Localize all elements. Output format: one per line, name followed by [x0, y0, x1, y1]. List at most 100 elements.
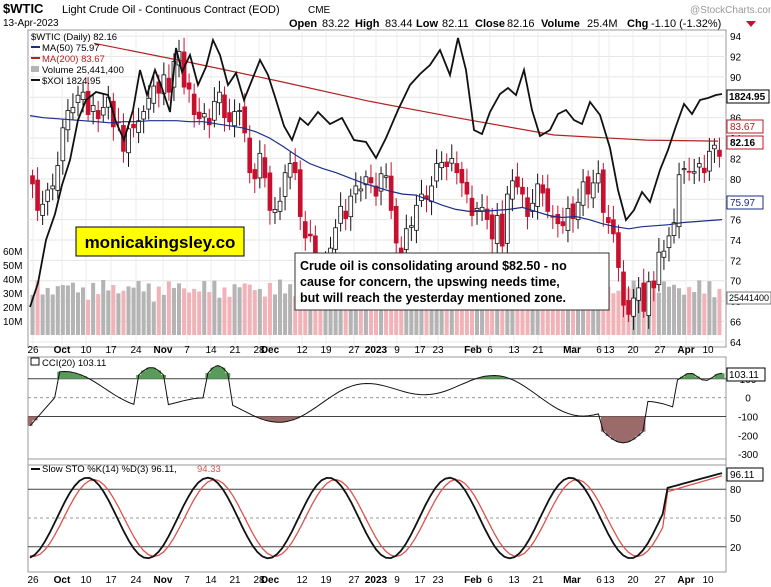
instrument-name: Light Crude Oil - Continuous Contract (E… [62, 4, 280, 16]
volume-bar [121, 290, 126, 335]
volume-bar [207, 292, 212, 335]
candle-body [373, 185, 379, 197]
date-label: 13-Apr-2023 [3, 18, 59, 29]
volume-bar [651, 285, 656, 335]
volume-bar [91, 282, 96, 335]
volume-bar [560, 286, 565, 335]
candle-body [80, 91, 86, 100]
volume-bar [202, 281, 207, 335]
sto-badge [726, 467, 764, 482]
candle-body [621, 271, 626, 306]
x-tick-label-bottom: 28 [253, 575, 265, 586]
x-tick-label-top: 14 [205, 345, 217, 356]
volume-bar [171, 287, 176, 335]
candle-body [616, 232, 621, 268]
candle-body [580, 181, 586, 206]
candle-body [499, 213, 505, 247]
sto-gridlines [28, 488, 726, 548]
volume-bar [247, 284, 252, 335]
candle-body [565, 207, 571, 231]
brand-label: monicakingsley.co [85, 233, 236, 252]
candle-body [95, 110, 101, 120]
candle-body [40, 203, 45, 216]
volume-bar [606, 286, 611, 335]
price-tick-label: 82 [730, 154, 742, 165]
x-tick-label-top: 27 [654, 345, 666, 356]
price-badges: 1824.95 83.67 82.16 75.97 25441400 [726, 89, 771, 305]
low-label: Low [416, 18, 438, 30]
candle-body [201, 113, 207, 118]
candle-body [474, 207, 480, 211]
volume-bar [187, 292, 192, 335]
x-tick-label-top: 27 [348, 345, 360, 356]
candle-body [409, 225, 414, 228]
candle-body [600, 169, 606, 213]
candle-body [60, 127, 66, 162]
volume-bar [151, 301, 156, 335]
x-tick-label-bottom: 17 [105, 575, 117, 586]
ma200-badge-text: 83.67 [730, 122, 755, 133]
volume-bar [288, 284, 293, 335]
cci-panel-frame [27, 356, 727, 466]
candle-body [676, 174, 682, 228]
price-tick-label: 94 [730, 32, 742, 43]
volume-bar [182, 288, 187, 335]
candle-body [136, 120, 141, 133]
candle-body [232, 111, 237, 127]
candle-body [237, 110, 242, 112]
x-tick-label-bottom: 17 [414, 575, 426, 586]
candle-body [262, 157, 268, 179]
candle-body [702, 167, 707, 174]
sto-badge-text: 96.11 [730, 470, 755, 481]
volume-bar [212, 280, 217, 335]
price-tick-label: 80 [730, 175, 742, 186]
x-tick-label-top: 28 [253, 345, 265, 356]
volume-bar [717, 288, 722, 335]
cci-line [29, 364, 723, 444]
sto-title: Slow STO %K(14) %D(3) 96.11, [42, 464, 177, 475]
volume-bar [616, 290, 621, 335]
candle-body [348, 195, 354, 218]
xoi-badge [726, 89, 770, 104]
volume-bar [60, 285, 65, 335]
volume-bar [495, 286, 500, 335]
volume-bar [232, 284, 237, 335]
candle-body [247, 137, 253, 174]
volume-bar [262, 296, 267, 335]
volume-value: 25.4M [587, 18, 618, 30]
volume-bar [81, 287, 86, 335]
candle-body [302, 221, 308, 239]
volume-tick-label: 50M [3, 261, 22, 272]
volume-bar [30, 294, 35, 335]
volume-bar [414, 289, 419, 335]
xoi-line [29, 37, 723, 308]
volume-bar [666, 286, 671, 335]
cci-negative-fill [27, 416, 646, 443]
volume-bar [601, 289, 606, 335]
candle-body [641, 282, 647, 312]
candle-body [166, 77, 172, 93]
candle-body [717, 149, 722, 157]
volume-bar [702, 293, 707, 335]
x-tick-label-bottom: 6 [596, 575, 602, 586]
cci-tick-label: 0 [745, 394, 751, 405]
candle-body [131, 123, 136, 129]
x-tick-label-top: 7 [184, 345, 190, 356]
x-tick-label-bottom: 27 [348, 575, 360, 586]
volume-bar [111, 285, 116, 335]
x-tick-label-top: Dec [261, 345, 280, 356]
candle-body [70, 107, 76, 114]
x-tick-label-bottom: 21 [229, 575, 241, 586]
x-tick-label-top: 21 [229, 345, 241, 356]
candle-body [555, 213, 561, 225]
volume-bar [65, 285, 70, 335]
volume-label: Volume [541, 18, 580, 30]
volume-bar [45, 287, 50, 335]
candle-body [333, 227, 338, 250]
ma200-line [93, 42, 719, 142]
volume-bar [161, 294, 166, 335]
x-tick-label-top: 2023 [365, 345, 388, 356]
candle-body [636, 287, 641, 301]
volume-bar [86, 299, 91, 335]
candle-body [444, 161, 450, 167]
